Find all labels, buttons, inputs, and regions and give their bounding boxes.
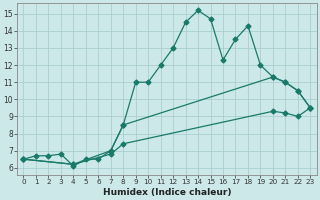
X-axis label: Humidex (Indice chaleur): Humidex (Indice chaleur) — [103, 188, 231, 197]
